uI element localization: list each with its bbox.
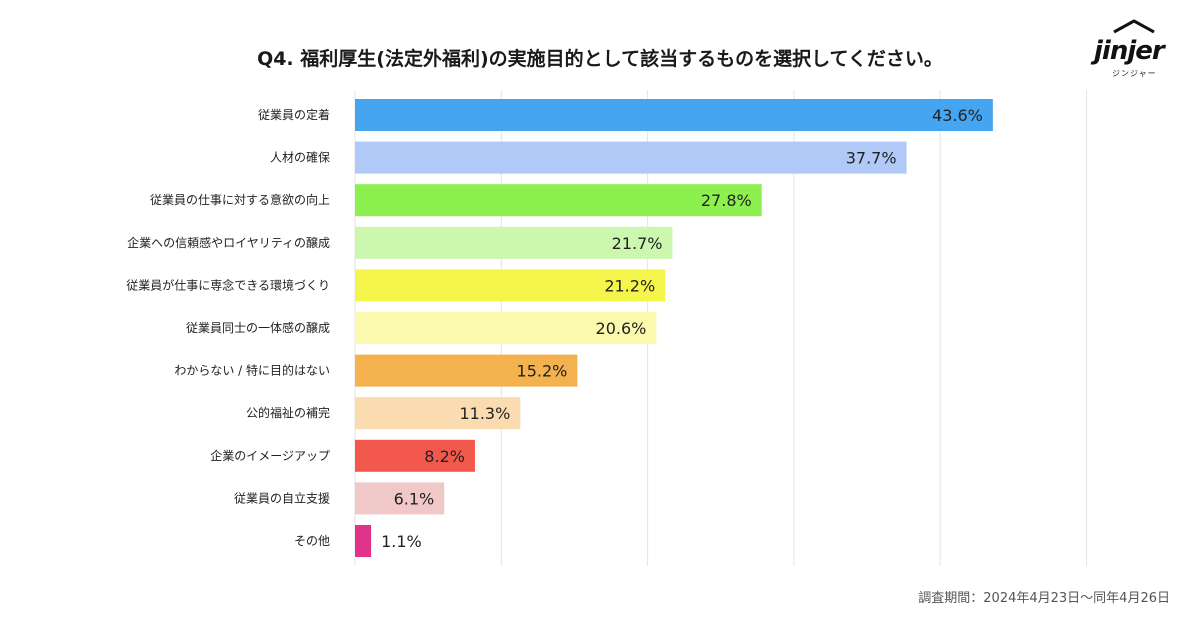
bar-6 [355, 312, 657, 344]
bar-11 [355, 525, 372, 557]
bar-7 [355, 354, 578, 387]
bar-4 [355, 226, 673, 259]
jinjer-logo: jinjer ジンジャー [1088, 18, 1188, 78]
value-label: 20.6% [596, 319, 647, 338]
value-label: 21.7% [612, 234, 663, 253]
value-label: 6.1% [394, 489, 435, 508]
category-label: 従業員の仕事に対する意欲の向上 [150, 192, 330, 207]
category-label: 従業員同士の一体感の醸成 [186, 320, 330, 335]
category-label: その他 [294, 534, 330, 548]
category-label: 従業員が仕事に専念できる環境づくり [126, 277, 330, 292]
bar-5 [355, 269, 666, 302]
logo-subtitle: ジンジャー [1112, 69, 1157, 78]
value-label: 15.2% [517, 362, 568, 381]
bar-2 [355, 141, 907, 174]
value-label: 37.7% [846, 149, 897, 168]
value-label: 11.3% [459, 404, 510, 423]
survey-period-note: 調査期間：2024年4月23日～同年4月26日 [918, 591, 1170, 606]
value-label: 43.6% [932, 106, 983, 125]
bar-9 [355, 439, 475, 472]
labels: 従業員の定着 43.6% 人材の確保 37.7% 従業員の仕事に対する意欲の向上 27.8… [126, 106, 983, 551]
logo-wordmark: jinjer [1094, 36, 1165, 66]
value-label: 21.2% [604, 276, 655, 295]
category-label: わからない / 特に目的はない [174, 363, 330, 378]
category-label: 公的福祉の補完 [246, 405, 330, 420]
bars [355, 99, 993, 557]
logo-roof-icon [1113, 19, 1155, 34]
category-label: 企業のイメージアップ [210, 448, 330, 463]
category-label: 従業員の定着 [258, 107, 330, 122]
value-label: 27.8% [701, 191, 752, 210]
category-label: 人材の確保 [270, 150, 330, 165]
bar-10 [355, 482, 445, 515]
category-label: 従業員の自立支援 [234, 490, 330, 505]
bar-1 [355, 99, 993, 131]
bar-3 [355, 184, 762, 217]
value-label: 8.2% [424, 447, 465, 466]
chart-title: Q4. 福利厚生(法定外福利)の実施目的として該当するものを選択してください。 [257, 48, 943, 70]
bar-8 [355, 397, 521, 430]
category-label: 企業への信頼感やロイヤリティの醸成 [127, 235, 330, 250]
value-label: 1.1% [381, 532, 422, 551]
